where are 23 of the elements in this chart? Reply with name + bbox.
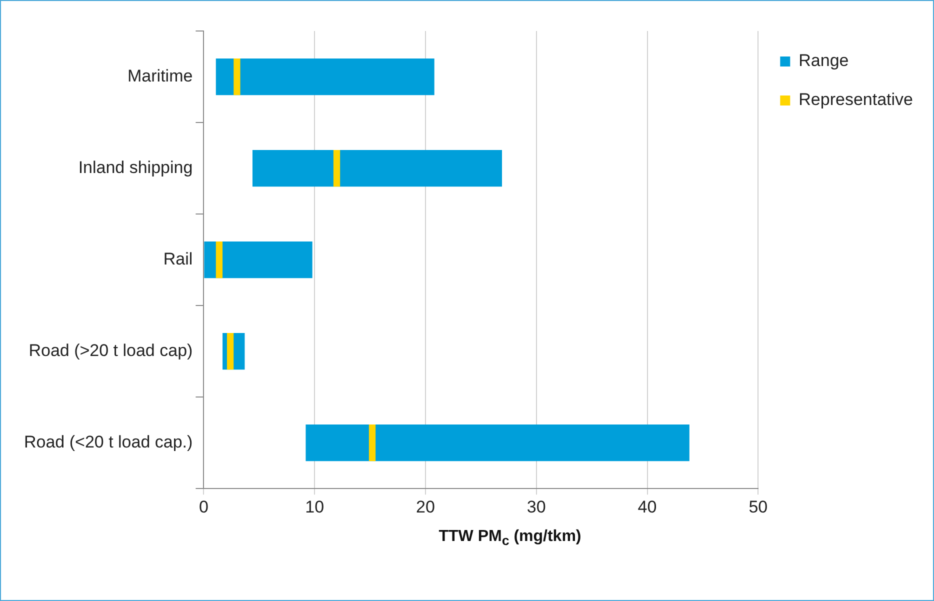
bar [368, 424, 376, 462]
bar [216, 241, 223, 278]
x-tick-label: 50 [748, 497, 768, 516]
bar [252, 150, 502, 187]
y-tick-label: Maritime [128, 66, 193, 86]
bar [204, 241, 312, 278]
bar [306, 424, 690, 462]
x-tick-label: 30 [526, 497, 546, 516]
y-tick-label: Inland shipping [78, 158, 193, 177]
x-tick-label: 20 [416, 497, 435, 516]
bar [226, 333, 234, 370]
legend-label: Representative [798, 90, 913, 110]
y-tick-label: Road (<20 t load cap.) [24, 432, 193, 452]
x-tick-label: 0 [198, 497, 208, 516]
y-tick-label: Rail [163, 249, 193, 268]
x-tick-label: 10 [305, 497, 324, 516]
bar [333, 150, 340, 187]
y-tick-label: Road (>20 t load cap) [28, 341, 193, 360]
legend-label: Range [798, 51, 849, 70]
x-axis-title: TTW PM$_{c}$ (mg/tkm) [438, 528, 582, 548]
bar [234, 58, 240, 96]
bar [216, 58, 434, 96]
x-tick-label: 40 [638, 497, 657, 516]
